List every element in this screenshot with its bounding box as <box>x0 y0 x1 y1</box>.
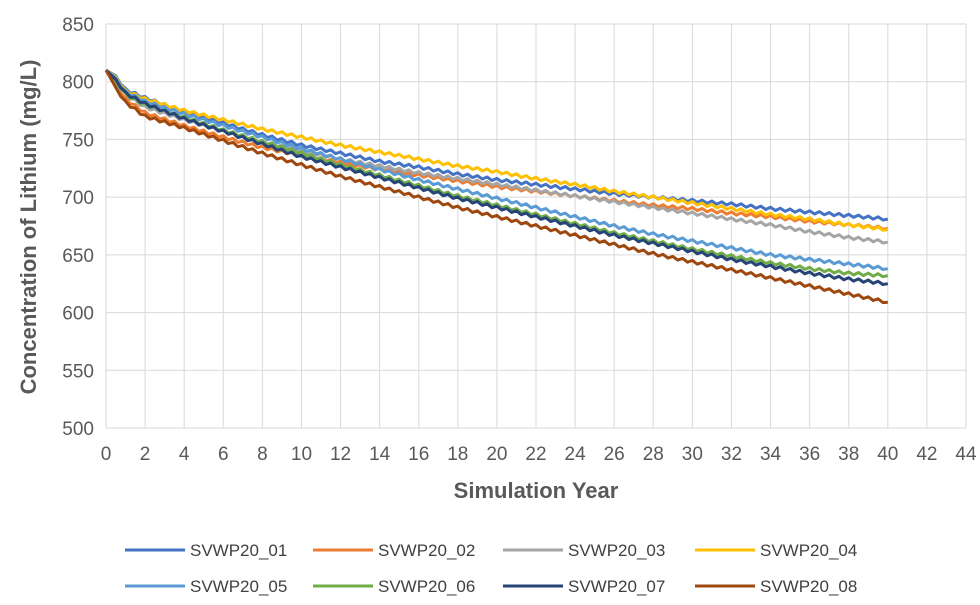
y-tick-label: 650 <box>62 246 94 267</box>
x-tick-label: 32 <box>721 444 742 465</box>
x-tick-label: 40 <box>877 444 898 465</box>
y-tick-label: 500 <box>62 419 94 440</box>
y-tick-label: 850 <box>62 15 94 36</box>
x-tick-label: 20 <box>486 444 507 465</box>
y-axis-title: Concentration of Lithium (mg/L) <box>16 60 41 395</box>
x-tick-label: 30 <box>682 444 703 465</box>
x-tick-label: 28 <box>643 444 664 465</box>
legend-label: SVWP20_03 <box>568 541 665 560</box>
legend-label: SVWP20_04 <box>760 541 857 560</box>
x-tick-label: 22 <box>525 444 546 465</box>
x-tick-label: 4 <box>179 444 190 465</box>
x-tick-label: 6 <box>218 444 229 465</box>
legend-label: SVWP20_01 <box>190 541 287 560</box>
x-tick-label: 26 <box>604 444 625 465</box>
x-tick-label: 8 <box>257 444 268 465</box>
legend-label: SVWP20_08 <box>760 577 857 596</box>
y-tick-label: 600 <box>62 304 94 325</box>
x-axis-title: Simulation Year <box>454 478 619 503</box>
legend-label: SVWP20_05 <box>190 577 287 596</box>
x-axis-tick-labels: 0 2 4 6 8 10 12 14 16 18 20 22 24 26 28 30 32 34 36 38 40 42 4… <box>101 444 977 465</box>
x-tick-label: 36 <box>799 444 820 465</box>
x-tick-label: 38 <box>838 444 859 465</box>
legend-label: SVWP20_06 <box>378 577 475 596</box>
x-tick-label: 24 <box>565 444 587 465</box>
y-axis-tick-labels: 500 550 600 650 700 750 800 850 <box>62 15 94 440</box>
x-tick-label: 12 <box>330 444 351 465</box>
legend-label: SVWP20_02 <box>378 541 475 560</box>
series-line-svwp20-02 <box>104 69 889 231</box>
x-tick-label: 18 <box>447 444 468 465</box>
x-tick-label: 44 <box>955 444 977 465</box>
x-tick-label: 42 <box>916 444 937 465</box>
x-tick-label: 34 <box>760 444 782 465</box>
legend-label: SVWP20_07 <box>568 577 665 596</box>
x-tick-label: 16 <box>408 444 429 465</box>
series-line-svwp20-04 <box>105 68 889 232</box>
x-tick-label: 14 <box>369 444 391 465</box>
x-tick-label: 10 <box>291 444 312 465</box>
series-line-svwp20-05 <box>105 69 889 271</box>
series-lines <box>104 68 889 305</box>
y-tick-label: 550 <box>62 361 94 382</box>
x-tick-label: 2 <box>140 444 151 465</box>
y-tick-label: 700 <box>62 188 94 209</box>
y-tick-label: 750 <box>62 130 94 151</box>
series-line-svwp20-08 <box>104 69 888 305</box>
legend: SVWP20_01 SVWP20_02 SVWP20_03 SVWP20_04 SVWP… <box>125 541 857 596</box>
series-line-svwp20-01 <box>105 68 889 222</box>
series-line-svwp20-07 <box>104 69 889 286</box>
x-tick-label: 0 <box>101 444 112 465</box>
y-tick-label: 800 <box>62 73 94 94</box>
